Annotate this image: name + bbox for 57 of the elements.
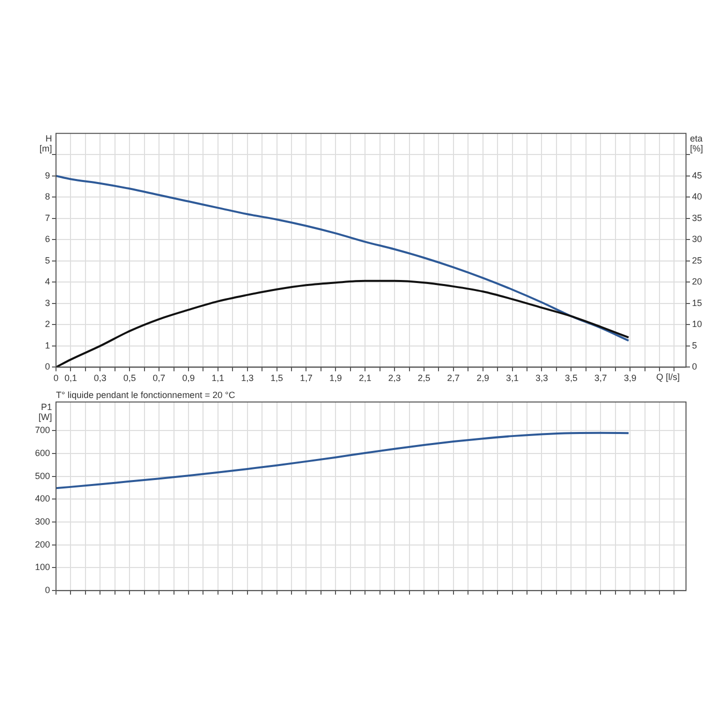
x-tick-label: 0,5 [123, 373, 136, 384]
y2-tick-label: 40 [692, 192, 702, 202]
y-tick-label: 3 [44, 298, 50, 308]
x-tick-label: 2,3 [388, 373, 401, 384]
x-tick-label: 0,3 [94, 373, 106, 384]
x-axis-title: Q [l/s] [656, 372, 680, 382]
x-tick-label: 3,3 [535, 373, 548, 384]
y2-axis-title: eta [%] [690, 133, 704, 154]
y-tick-label: 100 [34, 562, 50, 572]
y-tick-label: 7 [44, 212, 50, 223]
x-tick-label: 2,9 [476, 373, 490, 384]
x-tick-label: 1,7 [300, 373, 312, 384]
y-tick-label: 200 [34, 539, 50, 550]
y2-tick-label: 0 [692, 362, 698, 372]
y-tick-label: 2 [44, 319, 50, 330]
x-tick-label: 0,7 [152, 373, 166, 384]
y-tick-label: 9 [44, 170, 50, 180]
x-tick-label: 3,5 [564, 373, 578, 384]
y-tick-label: 300 [34, 516, 50, 527]
text: T° liquide pendant le fonctionnement = 20 °C [56, 390, 236, 400]
x-tick-label: 2,5 [418, 373, 430, 384]
x-tick-label: 3,7 [594, 373, 607, 384]
y-axis-title: H [m] [40, 133, 52, 154]
x-tick-label: 2,7 [447, 373, 460, 384]
x-tick-label: 0,1 [64, 373, 77, 384]
x-tick-label: 1,9 [329, 373, 342, 384]
y-tick-label: 500 [34, 470, 50, 481]
y-tick-label: 600 [34, 448, 50, 458]
y-tick-label: 400 [34, 494, 50, 504]
y-tick-label: 6 [44, 234, 50, 244]
x-tick-label: 1,3 [241, 373, 254, 384]
y2-tick-label: 5 [692, 340, 698, 350]
y2-tick-label: 15 [692, 298, 702, 308]
line-series [56, 432, 630, 490]
y2-tick-label: 25 [692, 255, 702, 266]
y-tick-label: 700 [34, 425, 50, 436]
x-tick-label: 3,1 [506, 373, 519, 384]
y-tick-label: 5 [44, 255, 50, 266]
line-series [56, 280, 630, 368]
x-tick-label: 3,9 [624, 373, 636, 384]
y-tick-label: 4 [44, 276, 50, 287]
y2-tick-label: 30 [692, 234, 702, 244]
y2-tick-label: 45 [692, 170, 702, 180]
y-tick-label: 0 [44, 585, 50, 596]
x-tick-label: 1,5 [270, 373, 284, 384]
x-tick-label: 1,1 [212, 373, 224, 384]
y-tick-label: 8 [44, 192, 50, 202]
y-axis-title: P1 [W] [38, 402, 52, 422]
y2-tick-label: 10 [692, 319, 702, 330]
y-tick-label: 0 [44, 362, 50, 372]
y2-tick-label: 35 [692, 212, 702, 223]
line-series [56, 174, 630, 342]
x-tick-label: 2,1 [358, 373, 372, 384]
x-tick-label: 0 [53, 373, 59, 384]
y-tick-label: 1 [44, 340, 50, 350]
x-tick-label: 0,9 [182, 373, 195, 384]
y2-tick-label: 20 [692, 276, 702, 287]
